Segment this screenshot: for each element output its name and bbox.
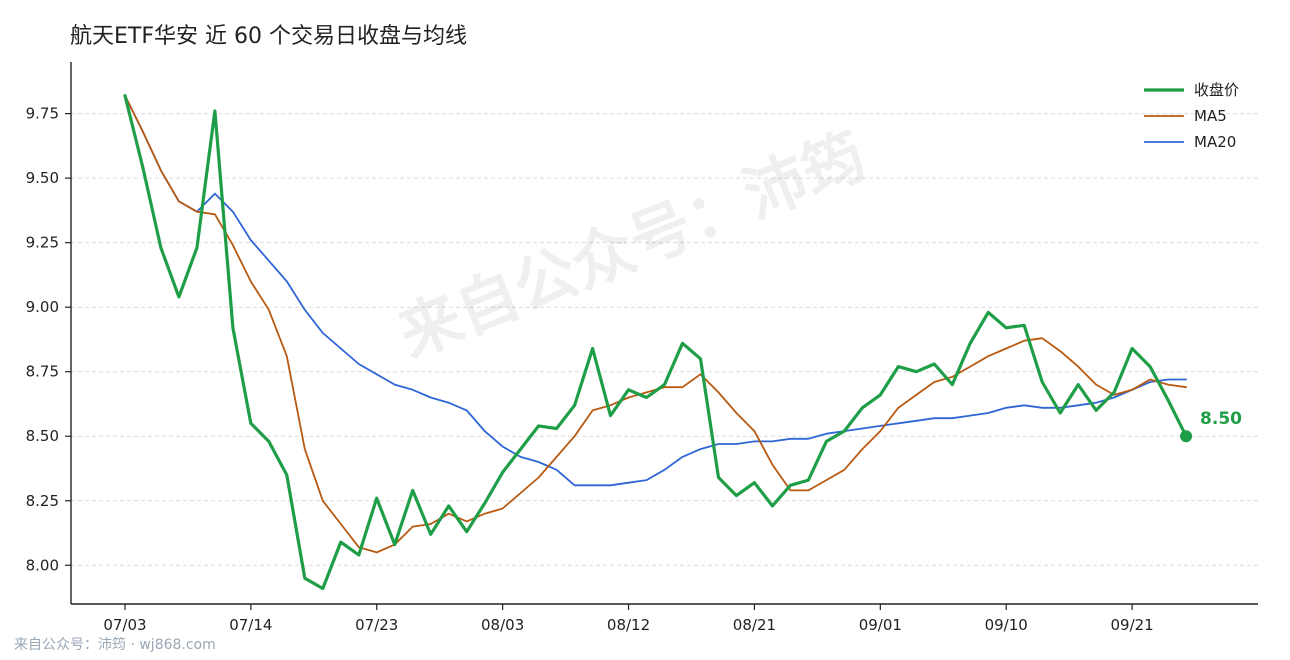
tick-labels: 8.00 8.25 8.50 8.75 9.00 9.25 9.50 9.75 07/03 07/… — [26, 105, 1154, 634]
x-tick-label: 08/21 — [733, 616, 776, 634]
x-tick-label: 08/03 — [481, 616, 524, 634]
last-point-marker — [1180, 430, 1193, 443]
x-tick-label: 07/03 — [103, 616, 146, 634]
axes — [65, 62, 1258, 610]
y-tick-label: 8.25 — [26, 492, 59, 510]
chart-title: 航天ETF华安 近 60 个交易日收盘与均线 — [70, 24, 467, 49]
y-tick-label: 8.75 — [26, 363, 59, 381]
grid-lines — [71, 113, 1258, 566]
x-tick-label: 09/10 — [985, 616, 1028, 634]
y-tick-label: 8.50 — [26, 427, 59, 445]
series-lines — [123, 94, 1188, 591]
last-point-group: 8.50 — [1180, 409, 1242, 443]
x-tick-label: 09/21 — [1110, 616, 1153, 634]
y-tick-label: 8.00 — [26, 556, 59, 574]
series-line-ma20 — [124, 94, 1187, 487]
legend-label-ma20: MA20 — [1194, 133, 1236, 151]
y-tick-label: 9.00 — [26, 298, 59, 316]
y-tick-label: 9.50 — [26, 169, 59, 187]
y-tick-label: 9.75 — [26, 105, 59, 123]
x-tick-label: 07/23 — [355, 616, 398, 634]
x-tick-label: 07/14 — [229, 616, 272, 634]
last-value-label: 8.50 — [1200, 409, 1242, 429]
x-tick-label: 09/01 — [859, 616, 902, 634]
legend: 收盘价 MA5 MA20 — [1144, 81, 1239, 151]
legend-label-close: 收盘价 — [1194, 81, 1239, 99]
x-tick-label: 08/12 — [607, 616, 650, 634]
footer-credit: 来自公众号：沛筠 · wj868.com — [14, 637, 216, 653]
y-tick-label: 9.25 — [26, 234, 59, 252]
series-line-close — [123, 94, 1188, 591]
watermark: 来自公众号：沛筠 — [388, 118, 875, 371]
series-line-ma5 — [124, 94, 1187, 554]
legend-label-ma5: MA5 — [1194, 107, 1227, 125]
